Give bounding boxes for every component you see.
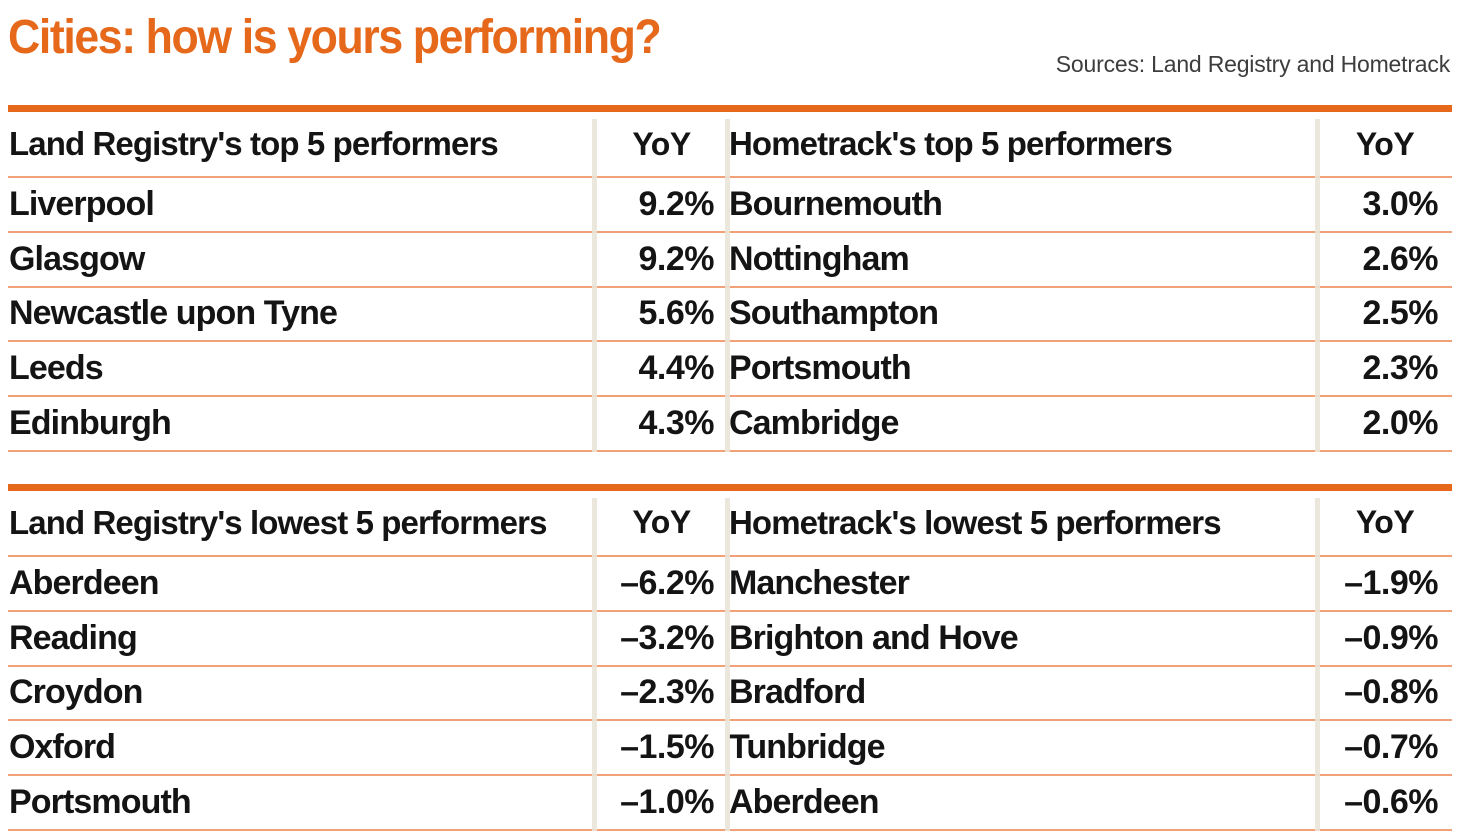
city-cell: Portsmouth [9,783,192,822]
yoy-value-cell: 2.3% [1362,349,1439,388]
column-divider [725,119,730,452]
yoy-value-cell: 2.6% [1362,239,1439,278]
yoy-value-cell: –1.9% [1344,563,1438,602]
yoy-value-cell: 4.3% [638,404,715,443]
table-header-row: Land Registry's top 5 performers YoY Hom… [8,112,1452,178]
city-cell: Oxford [9,728,116,767]
table-title-land-registry-top: Land Registry's top 5 performers [9,125,499,162]
yoy-value-cell: 5.6% [638,294,715,333]
table-row: Portsmouth –1.0% Aberdeen –0.6% [8,776,1452,831]
masthead: Cities: how is yours performing? Sources… [0,0,1460,105]
column-divider [592,119,597,452]
table-row: Edinburgh 4.3% Cambridge 2.0% [8,397,1452,452]
yoy-value-cell: –0.8% [1344,673,1438,712]
page-title: Cities: how is yours performing? [8,11,662,64]
yoy-value-cell: –1.0% [620,783,714,822]
city-cell: Portsmouth [729,349,912,388]
yoy-value-cell: –0.7% [1344,728,1438,767]
city-cell: Brighton and Hove [729,618,1019,657]
table-row: Oxford –1.5% Tunbridge –0.7% [8,721,1452,777]
yoy-column-header: YoY [632,504,691,541]
yoy-column-header: YoY [1355,504,1415,541]
table-header-row: Land Registry's lowest 5 performers YoY … [8,491,1452,557]
table-row: Aberdeen –6.2% Manchester –1.9% [8,557,1452,612]
table-title-hometrack-lowest: Hometrack's lowest 5 performers [729,503,1222,541]
yoy-value-cell: 4.4% [638,349,715,388]
city-cell: Manchester [729,563,910,602]
column-divider [1315,497,1320,831]
yoy-value-cell: –0.9% [1344,618,1438,657]
city-cell: Southampton [729,294,939,333]
table-row: Liverpool 9.2% Bournemouth 3.0% [8,178,1452,233]
column-divider [592,497,597,831]
yoy-value-cell: –3.2% [620,618,714,657]
yoy-value-cell: 9.2% [638,184,715,223]
column-divider [1315,119,1320,452]
yoy-value-cell: –6.2% [620,563,714,602]
yoy-column-header: YoY [632,125,691,162]
city-cell: Bradford [729,673,866,712]
sources-note: Sources: Land Registry and Hometrack [1055,51,1450,77]
table-row: Croydon –2.3% Bradford –0.8% [8,667,1452,722]
table-row: Newcastle upon Tyne 5.6% Southampton 2.5… [8,288,1452,343]
table-title-land-registry-lowest: Land Registry's lowest 5 performers [9,503,547,541]
city-cell: Cambridge [729,404,899,443]
yoy-value-cell: –2.3% [620,673,714,712]
yoy-value-cell: 2.5% [1362,294,1439,333]
city-cell: Bournemouth [729,184,943,223]
city-cell: Nottingham [729,239,910,278]
table-row: Leeds 4.4% Portsmouth 2.3% [8,342,1452,398]
yoy-column-header: YoY [1355,125,1415,162]
top-performers-band: Land Registry's top 5 performers YoY Hom… [8,105,1452,452]
city-cell: Croydon [9,673,143,712]
yoy-value-cell: 3.0% [1362,184,1439,223]
city-cell: Liverpool [9,184,155,223]
yoy-value-cell: 2.0% [1362,404,1439,443]
yoy-value-cell: –1.5% [620,728,714,767]
column-divider [725,497,730,831]
table-row: Glasgow 9.2% Nottingham 2.6% [8,233,1452,288]
city-cell: Tunbridge [729,728,885,767]
yoy-value-cell: –0.6% [1344,783,1438,822]
city-cell: Aberdeen [729,783,880,822]
lowest-performers-band: Land Registry's lowest 5 performers YoY … [8,483,1452,831]
city-cell: Leeds [9,349,104,388]
city-cell: Glasgow [9,239,145,278]
table-row: Reading –3.2% Brighton and Hove –0.9% [8,612,1452,667]
city-cell: Aberdeen [9,563,160,602]
yoy-value-cell: 9.2% [638,239,715,278]
city-cell: Edinburgh [9,404,172,443]
city-cell: Newcastle upon Tyne [9,294,338,333]
city-cell: Reading [9,618,138,657]
table-title-hometrack-top: Hometrack's top 5 performers [729,125,1173,162]
